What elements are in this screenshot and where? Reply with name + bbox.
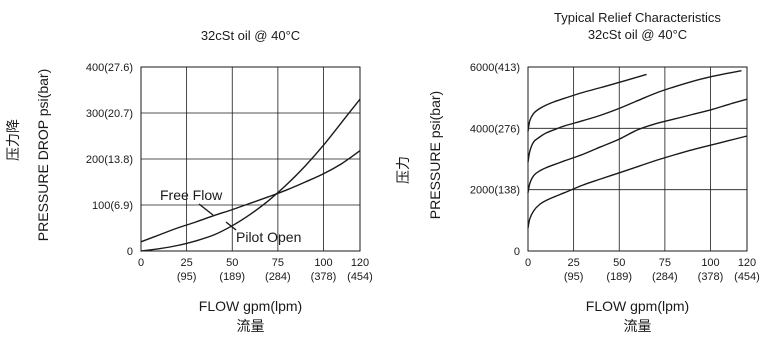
series-label-pilot-open: Pilot Open [236, 229, 301, 245]
x-tick-sublabel: (378) [311, 271, 337, 283]
x-tick-label: 75 [272, 257, 284, 269]
x-tick-label: 50 [613, 257, 625, 269]
series-line-1 [140, 150, 361, 243]
x-tick-label: 0 [138, 257, 144, 269]
series-line-4 [527, 73, 647, 132]
chart-subtitle: 32cSt oil @ 40°C [588, 27, 687, 42]
x-tick-label: 75 [659, 257, 671, 269]
x-axis-label: FLOW gpm(lpm) [586, 298, 689, 314]
x-tick-sublabel: (95) [564, 271, 584, 283]
x-axis-label-cn: 流量 [237, 319, 265, 335]
series-label-free-flow: Free Flow [160, 187, 223, 203]
series-line-2 [140, 98, 361, 252]
y-tick-label: 200(13.8) [86, 154, 133, 166]
free-flow-leader-line [198, 203, 214, 216]
y-axis-label-cn: 压力降 [6, 119, 22, 161]
series-line-2 [527, 98, 748, 193]
x-tick-sublabel: (284) [265, 271, 291, 283]
series-line-1 [527, 135, 748, 229]
plot-frame [140, 66, 361, 252]
x-tick-sublabel: (95) [177, 271, 197, 283]
y-tick-label: 4000(276) [470, 123, 520, 135]
pilot-open-leader-line [225, 221, 237, 231]
x-tick-label: 25 [568, 257, 580, 269]
x-tick-sublabel: (454) [347, 271, 373, 283]
y-tick-label: 400(27.6) [86, 62, 133, 74]
x-tick-sublabel: (189) [606, 271, 632, 283]
series-line-3 [527, 70, 742, 163]
pressure-drop-chart: 32cSt oil @ 40°C 0 25 (95) 50 (189) 75 (284) 100… [6, 28, 373, 335]
y-axis-label-cn: 压力 [396, 156, 412, 184]
chart-title: Typical Relief Characteristics [554, 10, 721, 25]
relief-characteristics-chart: Typical Relief Characteristics 32cSt oil … [396, 10, 760, 335]
y-tick-label: 2000(138) [470, 185, 520, 197]
y-tick-label: 0 [127, 246, 133, 258]
chart-title: 32cSt oil @ 40°C [201, 28, 300, 43]
x-tick-sublabel: (378) [698, 271, 724, 283]
y-axis-label: PRESSURE DROP psi(bar) [35, 69, 51, 241]
x-tick-label: 100 [314, 257, 332, 269]
x-tick-label: 50 [226, 257, 238, 269]
y-axis-label: PRESSURE psi(bar) [427, 91, 443, 219]
x-tick-sublabel: (284) [652, 271, 678, 283]
y-tick-label: 100(6.9) [92, 200, 133, 212]
x-tick-label: 25 [181, 257, 193, 269]
x-tick-sublabel: (454) [734, 271, 760, 283]
y-tick-label: 0 [514, 246, 520, 258]
x-tick-label: 120 [738, 257, 756, 269]
x-tick-sublabel: (189) [219, 271, 245, 283]
plot-frame [527, 66, 748, 252]
x-tick-label: 100 [701, 257, 719, 269]
x-axis-label: FLOW gpm(lpm) [199, 298, 302, 314]
x-tick-label: 0 [525, 257, 531, 269]
y-tick-label: 300(20.7) [86, 108, 133, 120]
x-tick-label: 120 [351, 257, 369, 269]
x-axis-label-cn: 流量 [624, 319, 652, 335]
y-tick-label: 6000(413) [470, 62, 520, 74]
